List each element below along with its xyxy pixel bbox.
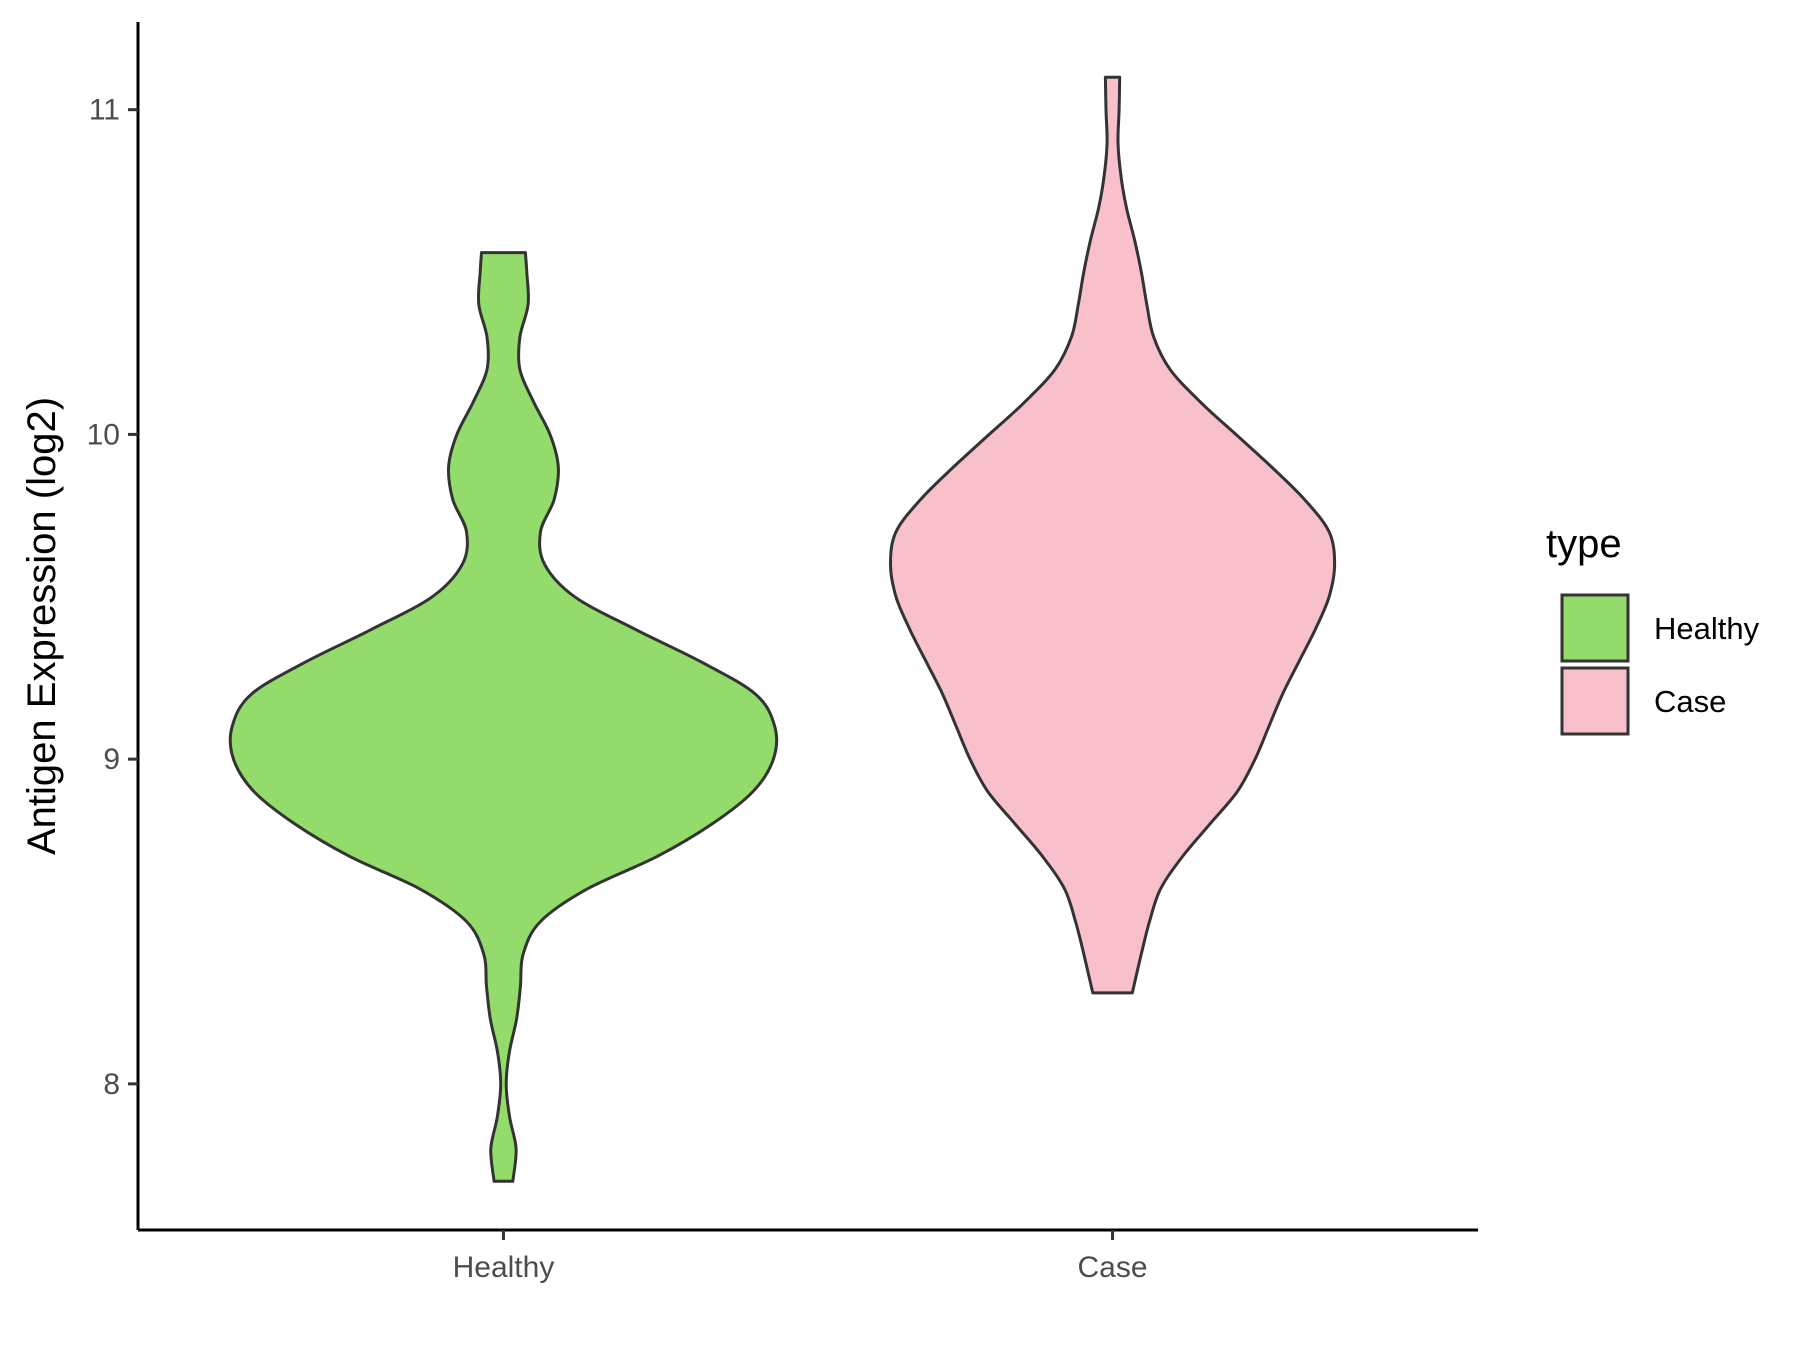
y-tick-label: 8	[103, 1068, 120, 1101]
legend-label-case: Case	[1654, 684, 1726, 719]
x-ticks: Healthy Case	[453, 1230, 1148, 1284]
y-ticks: 8 9 10 11	[87, 94, 138, 1101]
violin-healthy	[228, 251, 779, 1183]
y-tick-label: 10	[87, 418, 120, 451]
legend-swatch-healthy	[1560, 593, 1630, 663]
y-tick-label: 9	[103, 743, 120, 776]
violins-layer	[228, 75, 1337, 1183]
legend-label-healthy: Healthy	[1654, 611, 1760, 646]
y-tick-label: 11	[89, 94, 120, 127]
x-tick-label: Healthy	[453, 1251, 555, 1284]
legend-title: type	[1546, 522, 1622, 566]
y-axis-title: Antigen Expression (log2)	[20, 397, 64, 855]
legend-swatch-case	[1560, 666, 1630, 736]
x-tick-label: Case	[1078, 1251, 1148, 1284]
violin-case	[889, 75, 1337, 995]
legend: type Healthy Case	[1546, 522, 1760, 736]
